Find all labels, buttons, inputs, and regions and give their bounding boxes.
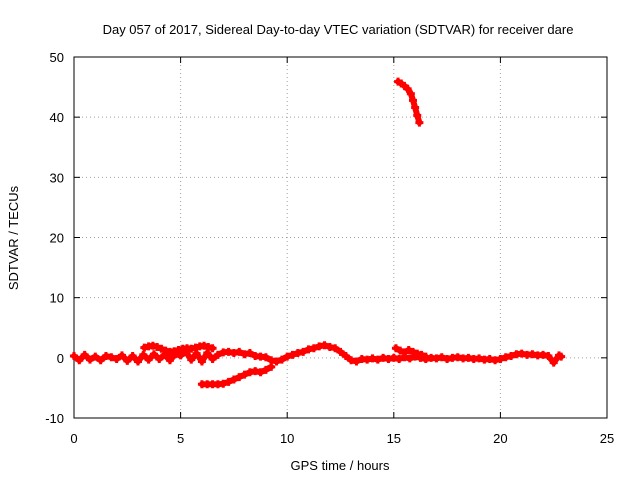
data-series xyxy=(70,77,566,389)
x-tick-label: 5 xyxy=(177,431,184,446)
series-post-gap xyxy=(391,344,430,361)
series-trace xyxy=(392,345,429,360)
y-tick-label: -10 xyxy=(45,411,64,426)
y-tick-label: 30 xyxy=(50,170,64,185)
chart-title: Day 057 of 2017, Sidereal Day-to-day VTE… xyxy=(103,22,574,37)
x-tick-label: 15 xyxy=(387,431,401,446)
x-tick-label: 0 xyxy=(70,431,77,446)
series-spike xyxy=(394,77,424,127)
series-lower-arc xyxy=(197,362,276,389)
y-tick-label: 50 xyxy=(50,50,64,65)
x-tick-labels: 0 5 10 15 20 25 xyxy=(70,431,614,446)
y-tick-label: 10 xyxy=(50,291,64,306)
series-trace xyxy=(71,342,565,366)
y-axis-label: SDTVAR / TECUs xyxy=(6,185,21,290)
series-trace xyxy=(141,342,216,355)
series-main-band xyxy=(70,341,566,367)
series-upper-cluster xyxy=(140,341,217,356)
series-trace xyxy=(198,363,275,388)
y-tick-label: 20 xyxy=(50,231,64,246)
x-tick-label: 20 xyxy=(493,431,507,446)
y-tick-labels: -10 0 10 20 30 40 50 xyxy=(45,50,64,426)
x-tick-label: 25 xyxy=(600,431,614,446)
y-tick-label: 40 xyxy=(50,110,64,125)
series-trace xyxy=(395,78,423,126)
y-tick-label: 0 xyxy=(57,351,64,366)
plot-border xyxy=(73,56,608,419)
plot-frame xyxy=(73,56,608,419)
x-tick-label: 10 xyxy=(280,431,294,446)
x-axis-label: GPS time / hours xyxy=(291,458,390,473)
